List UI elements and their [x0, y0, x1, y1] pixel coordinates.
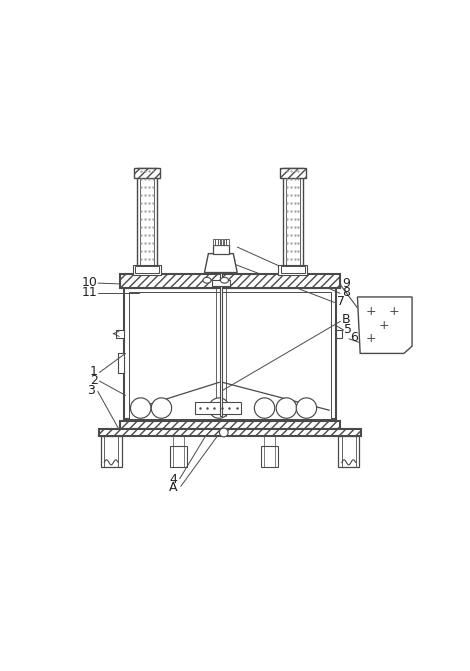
Circle shape: [131, 398, 151, 418]
Bar: [227, 240, 228, 244]
Circle shape: [151, 398, 172, 418]
Bar: [212, 280, 230, 287]
Bar: [118, 353, 124, 373]
Bar: [120, 421, 340, 429]
Text: 9: 9: [343, 276, 351, 290]
Text: +: +: [378, 319, 389, 332]
Bar: [99, 429, 361, 435]
Text: 5: 5: [345, 323, 352, 336]
Circle shape: [209, 398, 229, 418]
Bar: [224, 240, 226, 244]
Text: A: A: [169, 481, 178, 494]
Bar: [133, 265, 162, 276]
Circle shape: [219, 428, 228, 437]
Text: 6: 6: [350, 331, 358, 344]
Text: 4: 4: [170, 473, 178, 486]
Bar: [120, 274, 340, 288]
Bar: [137, 168, 157, 274]
Text: +: +: [389, 305, 399, 318]
Bar: [212, 240, 215, 244]
Ellipse shape: [203, 277, 211, 283]
Bar: [218, 240, 220, 244]
Text: 7: 7: [337, 295, 345, 308]
Text: 10: 10: [82, 276, 98, 289]
Bar: [135, 266, 159, 272]
Text: 3: 3: [87, 384, 95, 397]
Ellipse shape: [220, 277, 228, 283]
Polygon shape: [358, 297, 412, 354]
Bar: [336, 329, 342, 338]
Bar: [261, 446, 278, 467]
Bar: [101, 435, 122, 467]
Bar: [129, 293, 331, 419]
Bar: [124, 288, 336, 419]
Bar: [280, 168, 306, 178]
Bar: [219, 272, 222, 416]
Bar: [281, 266, 305, 272]
Polygon shape: [204, 254, 237, 272]
Bar: [338, 435, 359, 467]
Text: B: B: [342, 313, 351, 326]
Circle shape: [276, 398, 297, 418]
Text: 2: 2: [90, 374, 98, 387]
Bar: [278, 265, 307, 276]
Bar: [134, 168, 160, 178]
Text: 1: 1: [90, 365, 98, 378]
Text: +: +: [366, 332, 376, 346]
Bar: [196, 402, 241, 414]
Bar: [215, 240, 218, 244]
Circle shape: [254, 398, 275, 418]
Circle shape: [296, 398, 317, 418]
Text: +: +: [366, 305, 376, 318]
Bar: [283, 168, 303, 274]
Bar: [116, 329, 124, 338]
Text: 8: 8: [343, 286, 351, 299]
Bar: [212, 244, 229, 254]
Text: 11: 11: [82, 286, 98, 299]
Bar: [170, 446, 188, 467]
Bar: [221, 240, 223, 244]
